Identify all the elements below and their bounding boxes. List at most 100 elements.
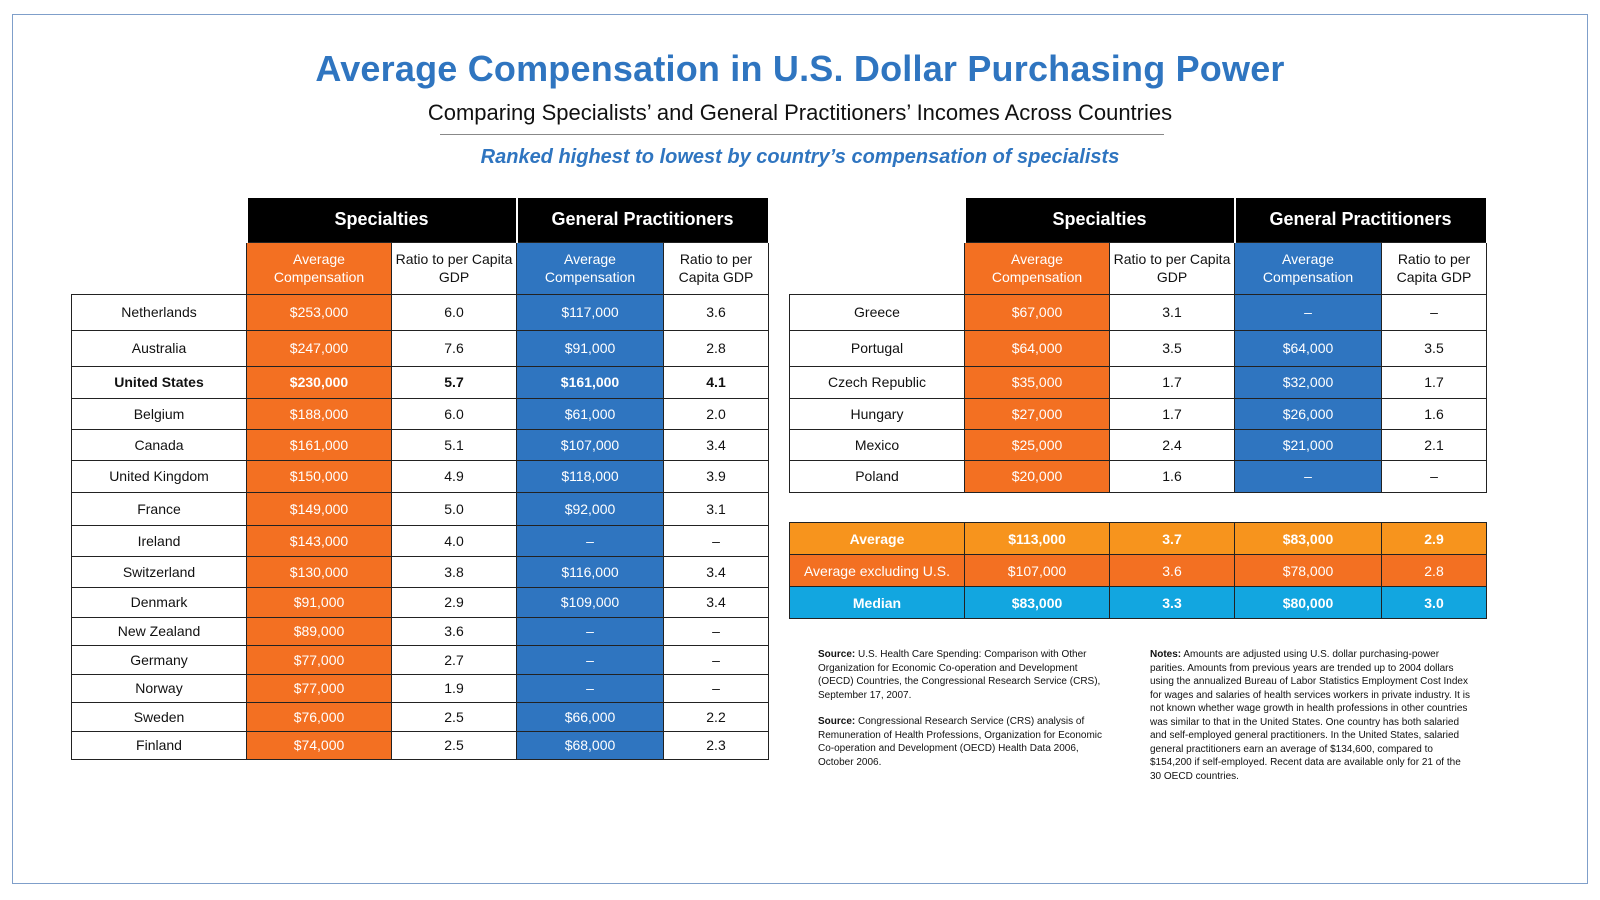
- gp-avg-comp: $92,000: [516, 491, 664, 526]
- spec-ratio: 1.6: [1109, 459, 1235, 493]
- country-name: Belgium: [71, 397, 247, 430]
- country-name: New Zealand: [71, 616, 247, 646]
- notes-block: Notes: Amounts are adjusted using U.S. d…: [1150, 648, 1472, 796]
- spec-ratio: 5.1: [391, 428, 517, 461]
- gp-ratio: –: [662, 644, 770, 675]
- summary-table: Average $113,000 3.7 $83,000 2.9 Average…: [789, 522, 1487, 619]
- spec-avg-comp: $91,000: [246, 586, 392, 618]
- table-row: United Kingdom $150,000 4.9 $118,000 3.9: [71, 459, 770, 493]
- table-row: Denmark $91,000 2.9 $109,000 3.4: [71, 586, 770, 618]
- spec-ratio: 1.9: [391, 673, 517, 703]
- page-frame: [12, 14, 1588, 884]
- gp-avg-comp: $80,000: [1234, 586, 1382, 619]
- spec-avg-comp: $35,000: [964, 365, 1110, 399]
- spec-avg-comp: $253,000: [246, 293, 392, 331]
- source-note-1: Source: U.S. Health Care Spending: Compa…: [818, 649, 1101, 701]
- spec-avg-comp: $67,000: [964, 293, 1110, 331]
- spec-avg-comp: $64,000: [964, 329, 1110, 367]
- gp-ratio: 2.3: [662, 730, 770, 760]
- spec-ratio: 2.7: [391, 644, 517, 675]
- gp-ratio: 3.5: [1380, 329, 1488, 367]
- spec-avg-comp: $230,000: [246, 365, 392, 399]
- spec-avg-comp: $161,000: [246, 428, 392, 461]
- table-row: Mexico $25,000 2.4 $21,000 2.1: [789, 428, 1488, 461]
- spec-avg-comp: $76,000: [246, 701, 392, 732]
- spec-ratio: 2.4: [1109, 428, 1235, 461]
- gp-avg-comp: $117,000: [516, 293, 664, 331]
- spec-ratio-header: Ratio to per Capita GDP: [391, 241, 517, 295]
- page-title: Average Compensation in U.S. Dollar Purc…: [315, 48, 1285, 89]
- spec-ratio: 3.3: [1109, 586, 1235, 619]
- spec-avg-comp: $188,000: [246, 397, 392, 430]
- spec-ratio: 4.0: [391, 524, 517, 557]
- divider: [440, 134, 1164, 135]
- summary-label: Median: [789, 586, 965, 619]
- gp-ratio: –: [662, 673, 770, 703]
- gp-avg-comp: $68,000: [516, 730, 664, 760]
- spec-ratio: 7.6: [391, 329, 517, 367]
- spec-avg-comp: $130,000: [246, 555, 392, 588]
- spec-avg-comp: $113,000: [964, 522, 1110, 555]
- gp-avg-comp: $32,000: [1234, 365, 1382, 399]
- table-row: Netherlands $253,000 6.0 $117,000 3.6: [71, 293, 770, 331]
- gp-ratio: 3.4: [662, 586, 770, 618]
- gp-avg-comp: –: [516, 673, 664, 703]
- spec-avg-comp-header: Average Compensation: [964, 241, 1110, 295]
- table-row: United States $230,000 5.7 $161,000 4.1: [71, 365, 770, 399]
- gp-ratio: 2.8: [662, 329, 770, 367]
- spec-avg-comp: $150,000: [246, 459, 392, 493]
- country-name: Canada: [71, 428, 247, 461]
- gp-ratio: 4.1: [662, 365, 770, 399]
- spec-ratio-header: Ratio to per Capita GDP: [1109, 241, 1235, 295]
- gp-ratio: 2.1: [1380, 428, 1488, 461]
- country-name: Netherlands: [71, 293, 247, 331]
- spec-avg-comp: $74,000: [246, 730, 392, 760]
- country-name: Denmark: [71, 586, 247, 618]
- table-row: Poland $20,000 1.6– –: [789, 459, 1488, 493]
- spec-avg-comp: $77,000: [246, 673, 392, 703]
- spec-ratio: 3.1: [1109, 293, 1235, 331]
- source-note-2: Source: Congressional Research Service (…: [818, 716, 1103, 768]
- general-practitioners-header: General Practitioners: [1233, 198, 1488, 242]
- sources-block: Source: U.S. Health Care Spending: Compa…: [818, 648, 1110, 782]
- gp-avg-comp: –: [516, 616, 664, 646]
- gp-ratio: –: [662, 524, 770, 557]
- gp-ratio: 2.2: [662, 701, 770, 732]
- gp-ratio: 2.0: [662, 397, 770, 430]
- summary-row-median: Median $83,000 3.3 $80,000 3.0: [789, 586, 1487, 619]
- spec-ratio: 6.0: [391, 293, 517, 331]
- gp-ratio: 2.9: [1381, 522, 1487, 555]
- table-row: France $149,000 5.0 $92,000 3.1: [71, 491, 770, 526]
- spec-ratio: 1.7: [1109, 397, 1235, 430]
- spec-ratio: 5.7: [391, 365, 517, 399]
- table-row: New Zealand $89,000 3.6– –: [71, 616, 770, 646]
- summary-row-average-excluding-us: Average excluding U.S. $107,000 3.6 $78,…: [789, 554, 1487, 587]
- country-name: United States: [71, 365, 247, 399]
- country-name: Poland: [789, 459, 965, 493]
- spec-ratio: 5.0: [391, 491, 517, 526]
- gp-ratio: –: [1380, 459, 1488, 493]
- specialties-header: Specialties: [245, 198, 518, 242]
- gp-ratio: 2.8: [1381, 554, 1487, 587]
- notes-text: Notes: Amounts are adjusted using U.S. d…: [1150, 649, 1470, 782]
- table-row: Norway $77,000 1.9– –: [71, 673, 770, 703]
- spec-ratio: 1.7: [1109, 365, 1235, 399]
- summary-label: Average excluding U.S.: [789, 554, 965, 587]
- gp-avg-comp: –: [1234, 459, 1382, 493]
- gp-avg-comp: –: [516, 524, 664, 557]
- gp-avg-comp: $118,000: [516, 459, 664, 493]
- gp-avg-comp: $116,000: [516, 555, 664, 588]
- gp-avg-comp: –: [516, 644, 664, 675]
- summary-label: Average: [789, 522, 965, 555]
- spec-avg-comp: $89,000: [246, 616, 392, 646]
- country-name: Norway: [71, 673, 247, 703]
- general-practitioners-header: General Practitioners: [515, 198, 770, 242]
- gp-avg-comp: $78,000: [1234, 554, 1382, 587]
- country-name: Greece: [789, 293, 965, 331]
- country-name: Germany: [71, 644, 247, 675]
- spec-avg-comp: $25,000: [964, 428, 1110, 461]
- gp-avg-comp: $26,000: [1234, 397, 1382, 430]
- gp-avg-comp: $91,000: [516, 329, 664, 367]
- country-name: United Kingdom: [71, 459, 247, 493]
- gp-avg-comp: $61,000: [516, 397, 664, 430]
